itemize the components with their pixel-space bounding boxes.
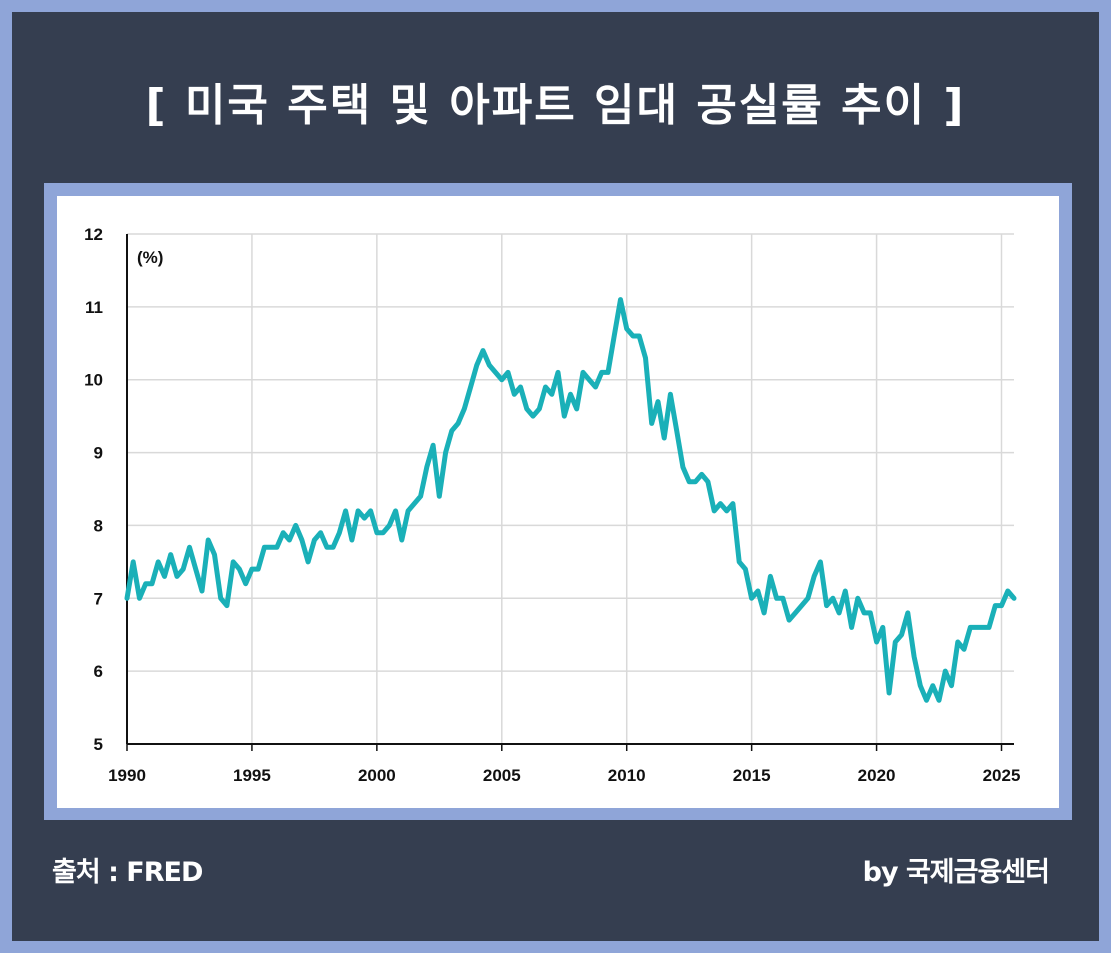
x-tick-label: 1990 xyxy=(108,766,146,785)
y-axis-unit-label: (%) xyxy=(137,248,163,267)
x-tick-label: 2000 xyxy=(358,766,396,785)
y-tick-label: 9 xyxy=(94,444,103,463)
y-tick-label: 11 xyxy=(85,298,103,317)
x-tick-label: 2015 xyxy=(733,766,771,785)
y-tick-label: 8 xyxy=(94,516,103,535)
x-tick-label: 2010 xyxy=(608,766,646,785)
series xyxy=(124,297,1017,703)
x-tick-label: 2020 xyxy=(858,766,896,785)
grid xyxy=(127,233,1014,744)
page-title: [ 미국 주택 및 아파트 임대 공실률 추이 ] xyxy=(145,80,966,131)
tick-labels: 5 6 7 8 9 10 11 12 1990 1995 2000 2005 2010 2015 2020 2… xyxy=(84,225,1020,785)
credit-note: by 국제금융센터 xyxy=(862,857,1050,888)
axes xyxy=(126,234,1014,751)
source-note: 출처 : FRED xyxy=(52,857,203,888)
vacancy-rate-line xyxy=(124,297,1017,703)
x-tick-label: 2025 xyxy=(983,766,1021,785)
y-tick-label: 5 xyxy=(94,735,103,754)
y-tick-label: 6 xyxy=(94,662,103,681)
y-tick-label: 12 xyxy=(84,225,103,244)
x-tick-label: 1995 xyxy=(233,766,271,785)
y-tick-label: 7 xyxy=(94,589,103,608)
y-tick-label: 10 xyxy=(84,371,103,390)
x-tick-label: 2005 xyxy=(483,766,521,785)
chart-area xyxy=(57,196,1059,808)
